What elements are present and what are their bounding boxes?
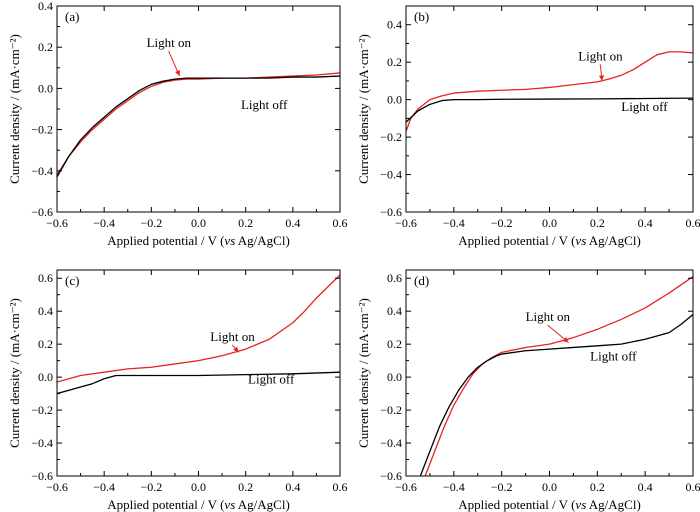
x-tick-label: −0.6 [395,480,417,494]
x-tick-label: 0.2 [238,480,253,494]
series-light-on-line [406,51,693,132]
x-tick-label: −0.2 [491,216,513,230]
panel-label: (c) [65,273,79,288]
y-tick-label: 0.2 [387,55,402,69]
series-light-off-line [57,75,340,178]
y-tick-label: 0.4 [38,304,53,318]
panel-label: (b) [414,9,429,24]
y-tick-label: 0.0 [38,81,53,95]
y-tick-label: −0.4 [380,436,402,450]
x-tick-label: −0.6 [46,216,68,230]
x-tick-label: −0.4 [443,216,465,230]
y-tick-label: 0.4 [38,0,53,13]
y-axis-label: Current density / (mA·cm⁻²) [356,298,371,448]
x-tick-label: 0.2 [590,216,605,230]
annotation-light-off: Light off [248,372,295,387]
y-tick-label: 0.2 [38,337,53,351]
y-tick-label: −0.2 [31,403,53,417]
annotation-arrow-head [598,75,605,81]
y-tick-label: −0.2 [31,123,53,137]
x-tick-label: 0.0 [542,216,557,230]
x-tick-label: 0.6 [686,216,700,230]
x-axis-label: Applied potential / V (vs Ag/AgCl) [458,497,641,512]
x-tick-label: 0.2 [590,480,605,494]
y-tick-label: 0.2 [387,337,402,351]
x-tick-label: −0.4 [93,480,115,494]
chart-panel-b: −0.6 −0.4 −0.2 0.0 0.2 0.4 0.6 −0.6 −0.4 −0.2 0.0 0… [356,5,700,248]
x-tick-label: −0.4 [93,216,115,230]
chart-panel-d: −0.6 −0.4 −0.2 0.0 0.2 0.4 0.6 −0.6 −0.4 −0.2 0.0 0… [356,269,700,512]
y-tick-label: −0.6 [380,469,402,483]
annotation-arrow-head [562,337,569,343]
y-tick-label: −0.2 [380,403,402,417]
y-tick-label: −0.6 [31,469,53,483]
annotation-light-off: Light off [621,99,668,114]
x-tick-label: 0.4 [285,480,300,494]
y-tick-label: −0.6 [380,205,402,219]
x-tick-label: 0.4 [285,216,300,230]
annotation-light-on: Light on [147,35,192,50]
annotation-light-on: Light on [578,48,623,63]
x-tick-label: 0.6 [686,480,700,494]
x-tick-label: −0.2 [140,216,162,230]
y-tick-label: 0.6 [38,271,53,285]
x-axis-label: Applied potential / V (vs Ag/AgCl) [458,233,641,248]
annotation-arrow-head [175,70,180,77]
x-tick-label: 0.6 [333,216,348,230]
annotation-arrow-head [233,346,239,353]
y-tick-label: 0.4 [387,18,402,32]
series-light-on-line [57,274,340,383]
x-tick-label: 0.4 [638,216,653,230]
y-tick-label: −0.6 [31,205,53,219]
series-light-off-line [57,371,340,395]
x-tick-label: 0.0 [191,480,206,494]
annotation-light-on: Light on [210,329,255,344]
x-tick-label: −0.2 [140,480,162,494]
x-tick-label: −0.4 [443,480,465,494]
x-tick-label: 0.4 [638,480,653,494]
x-tick-label: 0.0 [191,216,206,230]
x-tick-label: 0.6 [333,480,348,494]
y-axis-label: Current density / (mA·cm⁻²) [7,298,22,448]
series-light-on-line [424,276,693,476]
y-tick-label: 0.6 [387,271,402,285]
chart-panel-a: −0.6 −0.4 −0.2 0.0 0.2 0.4 0.6 −0.6 −0.4 −0.2 0.0 0… [7,0,348,248]
x-tick-label: −0.2 [491,480,513,494]
y-axis-label: Current density / (mA·cm⁻²) [7,34,22,184]
annotation-light-off: Light off [241,97,288,112]
x-axis-label: Applied potential / V (vs Ag/AgCl) [107,497,290,512]
annotation-light-on: Light on [526,309,571,324]
y-tick-label: −0.4 [380,168,402,182]
y-tick-label: 0.0 [387,370,402,384]
series-light-off-line [406,97,693,123]
y-tick-label: 0.2 [38,40,53,54]
panel-label: (a) [65,9,79,24]
y-tick-label: −0.4 [31,164,53,178]
chart-panel-c: −0.6 −0.4 −0.2 0.0 0.2 0.4 0.6 −0.6 −0.4 −0.2 0.0 0… [7,269,348,512]
x-tick-label: −0.6 [395,216,417,230]
y-tick-label: 0.0 [38,370,53,384]
series-light-on-line [57,72,340,176]
plot-frame [56,5,341,213]
y-tick-label: 0.0 [387,93,402,107]
panel-label: (d) [414,273,429,288]
plot-frame [405,269,694,477]
y-tick-label: 0.4 [387,304,402,318]
x-axis-label: Applied potential / V (vs Ag/AgCl) [107,233,290,248]
y-tick-label: −0.2 [380,130,402,144]
series-light-off-line [419,313,693,476]
y-axis-label: Current density / (mA·cm⁻²) [356,34,371,184]
x-tick-label: −0.6 [46,480,68,494]
x-tick-label: 0.2 [238,216,253,230]
y-tick-label: −0.4 [31,436,53,450]
x-tick-label: 0.0 [542,480,557,494]
annotation-light-off: Light off [590,349,637,364]
